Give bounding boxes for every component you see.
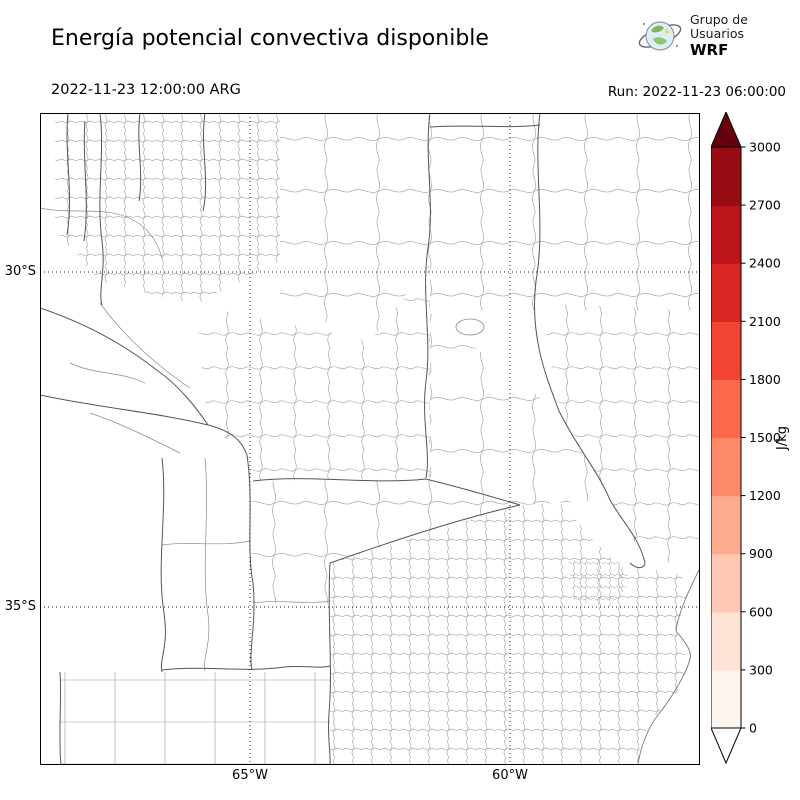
logo-org-line1: Grupo de — [690, 11, 748, 27]
map-frame — [39, 112, 701, 766]
logo-brand: WRF — [690, 41, 729, 60]
x-tick-60w: 60°W — [492, 768, 528, 783]
colorbar-outline — [711, 146, 742, 729]
sparse-department-lines — [39, 207, 331, 672]
svg-text:0: 0 — [749, 721, 757, 736]
svg-text:2400: 2400 — [749, 256, 781, 271]
svg-text:1200: 1200 — [749, 488, 781, 503]
svg-text:300: 300 — [749, 662, 773, 677]
lake-outline — [455, 318, 485, 336]
map-border — [40, 113, 700, 765]
colorbar-segments — [711, 147, 741, 729]
y-tick-30s: 30°S — [4, 264, 36, 279]
valid-time-label: 2022-11-23 12:00:00 ARG — [51, 82, 241, 98]
wrf-logo-text: Grupo de Usuarios WRF — [690, 11, 748, 60]
gridlines — [40, 113, 700, 765]
svg-text:1500: 1500 — [749, 430, 781, 445]
department-boundaries — [55, 113, 700, 765]
globe-icon — [638, 21, 682, 51]
y-tick-35s: 35°S — [4, 599, 36, 614]
ocean — [638, 568, 700, 765]
colorbar-unit-label: J/kg — [775, 426, 790, 450]
svg-text:600: 600 — [749, 604, 773, 619]
svg-text:1800: 1800 — [749, 372, 781, 387]
colorbar-over-triangle — [711, 112, 742, 148]
coastline — [637, 567, 701, 766]
colorbar: 0 300 600 900 1200 1500 1800 2100 2400 2700 3000 — [711, 112, 781, 765]
svg-text:900: 900 — [749, 546, 773, 561]
map-canvas — [39, 112, 701, 766]
x-tick-65w: 65°W — [232, 768, 268, 783]
province-boundaries — [39, 112, 646, 766]
svg-text:2700: 2700 — [749, 198, 781, 213]
svg-text:3000: 3000 — [749, 140, 781, 155]
colorbar-under-triangle — [711, 727, 742, 765]
svg-text:2100: 2100 — [749, 314, 781, 329]
logo-org-line2: Usuarios — [690, 25, 745, 41]
colorbar-ticks: 0 300 600 900 1200 1500 1800 2100 2400 2700 3000 — [741, 140, 781, 736]
run-time-label: Run: 2022-11-23 06:00:00 — [607, 84, 786, 100]
plot-title: Energía potencial convectiva disponible — [51, 26, 489, 51]
wrf-logo: Grupo de Usuarios WRF — [636, 12, 748, 60]
